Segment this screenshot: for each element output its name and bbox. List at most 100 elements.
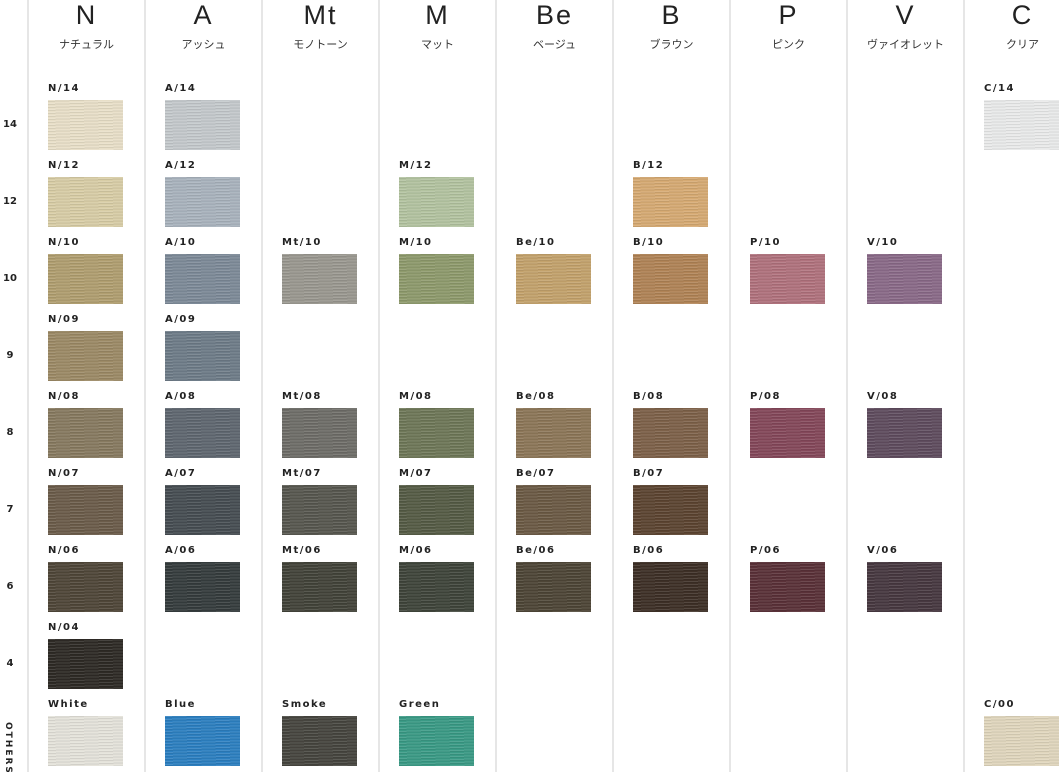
color-swatch[interactable] (867, 562, 942, 612)
color-swatch[interactable] (165, 485, 240, 535)
swatch-label: M/06 (399, 545, 433, 556)
color-swatch[interactable] (867, 254, 942, 304)
swatch-label: N/08 (48, 391, 80, 402)
color-swatch[interactable] (867, 408, 942, 458)
color-swatch[interactable] (399, 177, 474, 227)
color-swatch[interactable] (516, 254, 591, 304)
color-swatch[interactable] (633, 254, 708, 304)
swatch-label: N/07 (48, 468, 80, 479)
color-swatch[interactable] (165, 100, 240, 150)
color-swatch[interactable] (48, 716, 123, 766)
column-separator (495, 0, 497, 772)
color-swatch[interactable] (399, 485, 474, 535)
column-name: モノトーン (293, 38, 348, 51)
color-swatch[interactable] (633, 177, 708, 227)
swatch-label: Mt/06 (282, 545, 322, 556)
row-label: 7 (6, 504, 14, 515)
color-swatch[interactable] (48, 177, 123, 227)
column-name: アッシュ (181, 38, 226, 51)
color-swatch[interactable] (165, 562, 240, 612)
color-swatch[interactable] (165, 408, 240, 458)
swatch-label: Blue (165, 699, 196, 710)
color-swatch[interactable] (516, 408, 591, 458)
swatch-label: A/09 (165, 314, 197, 325)
color-swatch[interactable] (165, 716, 240, 766)
color-swatch[interactable] (48, 100, 123, 150)
color-swatch[interactable] (165, 254, 240, 304)
color-swatch[interactable] (282, 562, 357, 612)
row-label: 10 (3, 273, 17, 284)
swatch-label: N/09 (48, 314, 80, 325)
color-swatch[interactable] (48, 562, 123, 612)
color-swatch[interactable] (399, 254, 474, 304)
color-swatch[interactable] (516, 562, 591, 612)
swatch-label: M/12 (399, 160, 433, 171)
column-letter: P (778, 0, 799, 30)
swatch-label: M/07 (399, 468, 433, 479)
color-swatch[interactable] (399, 562, 474, 612)
color-swatch[interactable] (399, 408, 474, 458)
swatch-label: Mt/07 (282, 468, 322, 479)
column-separator (261, 0, 263, 772)
swatch-label: V/10 (867, 237, 899, 248)
swatch-label: N/06 (48, 545, 80, 556)
column-letter: A (193, 0, 214, 30)
swatch-label: V/08 (867, 391, 899, 402)
swatch-label: N/14 (48, 83, 80, 94)
swatch-label: Green (399, 699, 441, 710)
row-label: 4 (6, 658, 14, 669)
swatch-label: Be/10 (516, 237, 556, 248)
color-swatch[interactable] (750, 408, 825, 458)
row-label-others: OTHERS (3, 722, 13, 772)
column-separator (963, 0, 965, 772)
column-name: クリア (1006, 38, 1039, 51)
swatch-label: Be/07 (516, 468, 556, 479)
color-swatch[interactable] (48, 485, 123, 535)
color-swatch[interactable] (282, 485, 357, 535)
column-letter: N (75, 0, 98, 30)
color-swatch[interactable] (750, 254, 825, 304)
row-label: 8 (6, 427, 14, 438)
color-swatch[interactable] (984, 100, 1059, 150)
color-swatch[interactable] (282, 408, 357, 458)
color-swatch[interactable] (633, 408, 708, 458)
swatch-label: C/14 (984, 83, 1015, 94)
swatch-label: P/10 (750, 237, 781, 248)
column-letter: V (895, 0, 916, 30)
color-swatch[interactable] (48, 639, 123, 689)
color-swatch[interactable] (399, 716, 474, 766)
row-label: 6 (6, 581, 14, 592)
column-name: ピンク (772, 38, 805, 51)
color-swatch[interactable] (165, 331, 240, 381)
column-separator (378, 0, 380, 772)
swatch-label: A/14 (165, 83, 197, 94)
color-swatch[interactable] (516, 485, 591, 535)
row-label: 9 (6, 350, 14, 361)
swatch-label: N/12 (48, 160, 80, 171)
column-letter: Be (535, 0, 574, 30)
swatch-label: N/10 (48, 237, 80, 248)
swatch-label: V/06 (867, 545, 899, 556)
swatch-label: A/08 (165, 391, 197, 402)
color-swatch[interactable] (282, 716, 357, 766)
color-swatch[interactable] (633, 562, 708, 612)
swatch-label: A/06 (165, 545, 197, 556)
column-name: ヴァイオレット (867, 38, 944, 51)
color-swatch[interactable] (750, 562, 825, 612)
column-letter: B (661, 0, 682, 30)
color-swatch[interactable] (633, 485, 708, 535)
swatch-label: Be/08 (516, 391, 556, 402)
column-letter: Mt (303, 0, 338, 30)
swatch-label: B/10 (633, 237, 665, 248)
color-swatch[interactable] (282, 254, 357, 304)
color-swatch[interactable] (48, 254, 123, 304)
swatch-label: N/04 (48, 622, 80, 633)
color-swatch[interactable] (165, 177, 240, 227)
swatch-label: Mt/10 (282, 237, 322, 248)
color-swatch[interactable] (984, 716, 1059, 766)
color-swatch[interactable] (48, 331, 123, 381)
swatch-label: A/12 (165, 160, 197, 171)
color-swatch[interactable] (48, 408, 123, 458)
column-separator (144, 0, 146, 772)
